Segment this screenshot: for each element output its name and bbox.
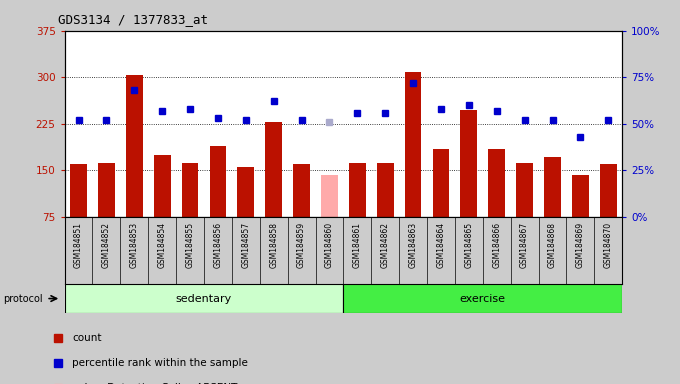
Text: GSM184852: GSM184852 [102,222,111,268]
Text: GSM184854: GSM184854 [158,222,167,268]
Text: GSM184851: GSM184851 [74,222,83,268]
Text: GSM184857: GSM184857 [241,222,250,268]
Text: GSM184865: GSM184865 [464,222,473,268]
Text: count: count [72,333,102,343]
Text: GSM184860: GSM184860 [325,222,334,268]
Text: GSM184869: GSM184869 [576,222,585,268]
Text: value, Detection Call = ABSENT: value, Detection Call = ABSENT [72,383,238,384]
Bar [65,284,343,313]
Text: GSM184863: GSM184863 [409,222,418,268]
Bar [432,149,449,217]
Text: GSM184861: GSM184861 [353,222,362,268]
Text: GSM184864: GSM184864 [437,222,445,268]
Text: GSM184855: GSM184855 [186,222,194,268]
Text: GSM184859: GSM184859 [297,222,306,268]
Bar [349,163,366,217]
Bar [237,167,254,217]
Bar [488,149,505,217]
Text: GSM184870: GSM184870 [604,222,613,268]
Text: protocol: protocol [3,293,43,304]
Text: sedentary: sedentary [176,293,232,304]
Bar [343,284,622,313]
Bar [98,163,115,217]
Bar [460,109,477,217]
Text: exercise: exercise [460,293,506,304]
Bar [265,122,282,217]
Bar [293,164,310,217]
Bar [516,163,533,217]
Bar [544,157,561,217]
Bar [377,163,394,217]
Bar [209,146,226,217]
Bar [405,72,422,217]
Bar [182,163,199,217]
Text: GSM184862: GSM184862 [381,222,390,268]
Text: GSM184867: GSM184867 [520,222,529,268]
Text: GSM184866: GSM184866 [492,222,501,268]
Bar [321,175,338,217]
Bar [126,75,143,217]
Bar [154,155,171,217]
Text: GSM184858: GSM184858 [269,222,278,268]
Bar [600,164,617,217]
Text: GSM184868: GSM184868 [548,222,557,268]
Text: GSM184853: GSM184853 [130,222,139,268]
Text: percentile rank within the sample: percentile rank within the sample [72,358,248,368]
Bar [70,164,87,217]
Text: GSM184856: GSM184856 [214,222,222,268]
Bar [572,175,589,217]
Text: GDS3134 / 1377833_at: GDS3134 / 1377833_at [58,13,208,26]
